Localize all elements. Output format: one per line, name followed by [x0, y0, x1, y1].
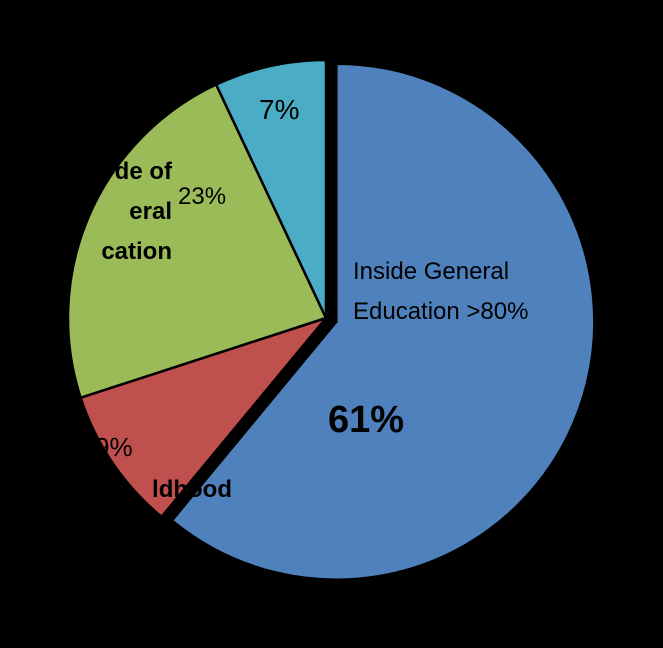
value-label: 7%: [259, 94, 300, 125]
category-label: Inside General Education >80%: [353, 258, 529, 325]
value-label: 23%: [178, 183, 227, 210]
value-label: 61%: [328, 399, 405, 441]
pie-slice: [170, 62, 596, 581]
category-label: ldhood: [152, 476, 232, 503]
pie-slice: [66, 82, 328, 400]
pie-slice: [79, 315, 330, 519]
category-label: de of eral cation: [101, 158, 172, 265]
pie-slice: [214, 58, 328, 319]
value-label: 9%: [95, 432, 133, 462]
